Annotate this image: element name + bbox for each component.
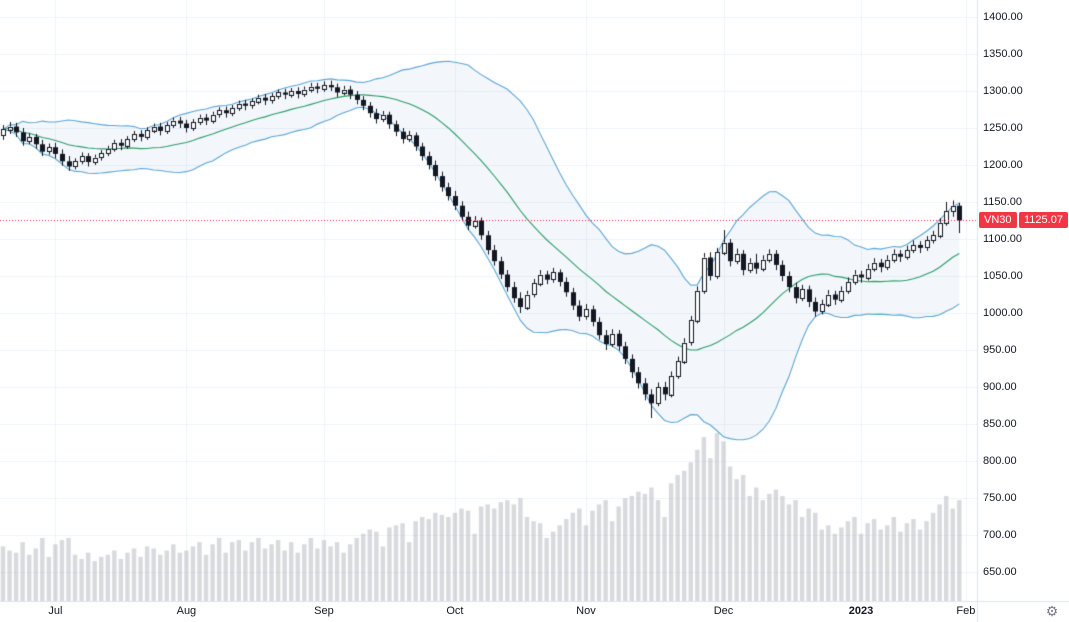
price-tick-label: 900.00 xyxy=(983,381,1017,393)
price-tick-label: 750.00 xyxy=(983,492,1017,504)
price-tick-label: 950.00 xyxy=(983,344,1017,356)
price-tick-label: 1200.00 xyxy=(983,159,1023,171)
time-tick-label: Dec xyxy=(713,605,734,617)
price-tick-label: 1000.00 xyxy=(983,307,1023,319)
time-tick-label: Aug xyxy=(176,605,197,617)
price-tick-label: 1250.00 xyxy=(983,122,1023,134)
time-tick-label: Sep xyxy=(314,605,334,617)
time-tick-label: Nov xyxy=(576,605,596,617)
price-tick-label: 650.00 xyxy=(983,566,1017,578)
price-tick-label: 700.00 xyxy=(983,529,1017,541)
price-tick-label: 850.00 xyxy=(983,418,1017,430)
price-tick-label: 1350.00 xyxy=(983,48,1023,60)
price-tick-label: 1300.00 xyxy=(983,85,1023,97)
price-tick-label: 1100.00 xyxy=(983,233,1022,245)
time-axis[interactable]: Jul Aug Sep Oct Nov Dec 2023 Feb xyxy=(0,601,1069,622)
time-tick-label: 2023 xyxy=(848,605,874,617)
time-tick-label: Feb xyxy=(956,605,976,617)
symbol-price-flag: VN30 xyxy=(979,212,1017,228)
time-tick-label: Oct xyxy=(446,605,464,617)
price-tick-label: 1050.00 xyxy=(983,270,1023,282)
time-tick-label: Jul xyxy=(48,605,63,617)
last-price-flag: 1125.07 xyxy=(1019,212,1068,228)
price-tick-label: 1150.00 xyxy=(983,196,1022,208)
price-tick-label: 1400.00 xyxy=(983,11,1023,23)
price-axis[interactable]: 1400.00 1350.00 1300.00 1250.00 1200.00 1150.… xyxy=(977,0,1069,601)
price-tick-label: 800.00 xyxy=(983,455,1017,467)
settings-gear-icon[interactable]: ⚙ xyxy=(1045,603,1059,619)
